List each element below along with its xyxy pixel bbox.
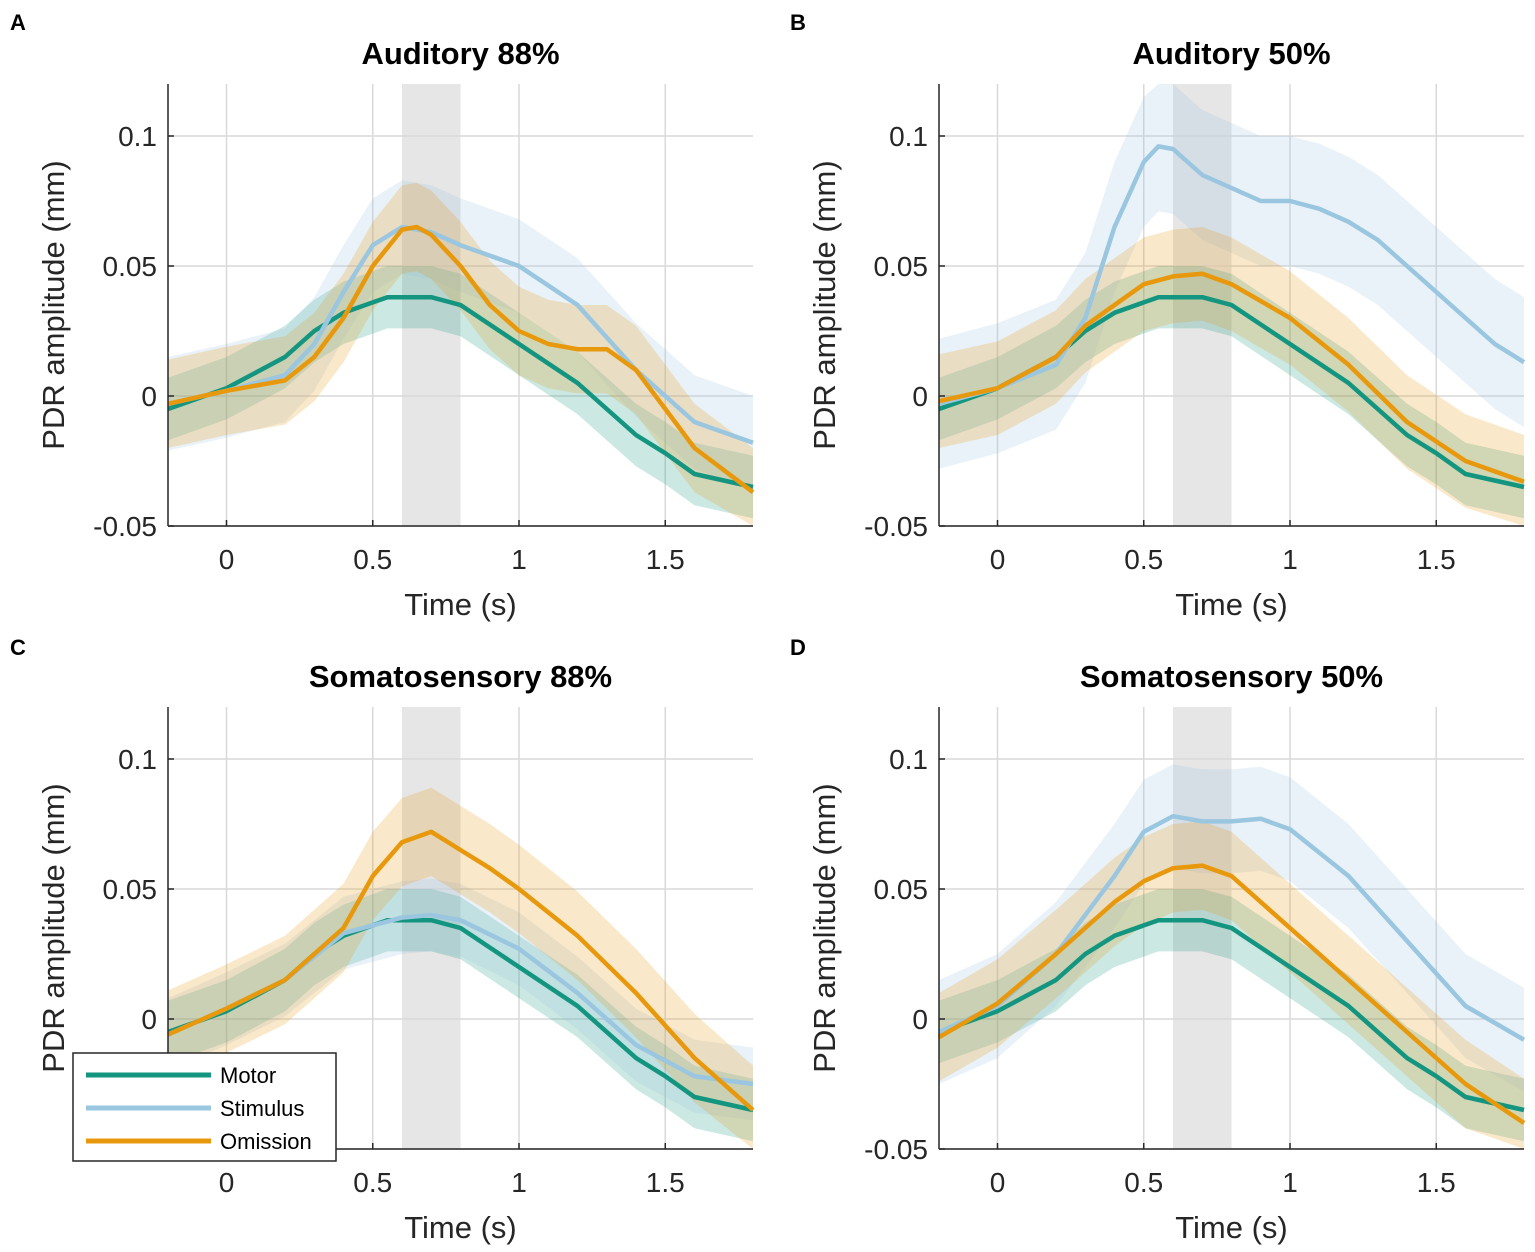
panel-title: Somatosensory 88%: [309, 659, 612, 694]
y-tick-label: 0.1: [889, 744, 928, 775]
y-tick-label: 0: [141, 381, 157, 412]
legend: Motor Stimulus Omission: [72, 1052, 337, 1162]
x-tick-label: 1: [511, 1167, 527, 1198]
panel-B: B Auditory 50% 0 0.5 1 1.5 -0.05 0 0.05 0.1 Time (…: [790, 10, 1526, 622]
panel-letter: D: [790, 635, 806, 660]
panel-letter: C: [10, 635, 26, 660]
series-line-omission: [167, 224, 755, 494]
y-axis-label: PDR amplitude (mm): [36, 783, 71, 1072]
y-axis-label: PDR amplitude (mm): [807, 783, 842, 1072]
y-axis-label: PDR amplitude (mm): [36, 160, 71, 449]
series-line-omission: [937, 863, 1526, 1125]
y-tick-label: 0.05: [874, 874, 929, 905]
x-tick-label: 0: [990, 1167, 1006, 1198]
panel-D: D Somatosensory 50% 0 0.5 1 1.5 -0.05 0 0.05 0.1 T…: [790, 635, 1526, 1245]
series-line-stimulus: [938, 144, 1526, 406]
ci-band-omission: [939, 821, 1524, 1149]
ci-band-stimulus: [168, 180, 753, 490]
x-tick-label: 0: [219, 544, 235, 575]
x-tick-label: 1: [1282, 1167, 1298, 1198]
y-tick-label: 0: [912, 381, 928, 412]
x-tick-label: 1: [511, 544, 527, 575]
series-line-motor: [167, 294, 754, 490]
legend-label-omission: Omission: [220, 1129, 312, 1154]
panel-letter: B: [790, 10, 806, 35]
x-axis-label: Time (s): [404, 587, 517, 622]
x-axis-label: Time (s): [1175, 587, 1288, 622]
series-line-stimulus: [938, 813, 1526, 1042]
y-tick-label: 0.05: [103, 874, 158, 905]
x-tick-label: 0: [219, 1167, 235, 1198]
x-tick-label: 0: [990, 544, 1006, 575]
y-tick-label: 0.05: [103, 251, 158, 282]
y-tick-label: -0.05: [864, 511, 928, 542]
x-tick-label: 0.5: [1124, 1167, 1163, 1198]
y-tick-label: -0.05: [93, 511, 157, 542]
panel-A: A Auditory 88% 0 0.5 1 1.5 -0.05 0 0.05 0.1 Time (…: [10, 10, 755, 622]
x-tick-label: 1.5: [646, 544, 685, 575]
panel-title: Auditory 50%: [1132, 36, 1330, 71]
y-tick-label: 0: [141, 1004, 157, 1035]
legend-label-stimulus: Stimulus: [220, 1096, 304, 1121]
y-axis-label: PDR amplitude (mm): [807, 160, 842, 449]
panel-title: Somatosensory 50%: [1080, 659, 1383, 694]
y-tick-label: 0.1: [889, 121, 928, 152]
ci-band-omission: [939, 227, 1524, 526]
shaded-interval: [402, 707, 461, 1149]
legend-label-motor: Motor: [220, 1063, 276, 1088]
x-tick-label: 0.5: [353, 544, 392, 575]
series-line-stimulus: [167, 224, 754, 445]
y-tick-label: -0.05: [864, 1134, 928, 1165]
y-tick-label: 0.1: [118, 744, 157, 775]
x-axis-label: Time (s): [1175, 1210, 1288, 1245]
series-line-omission: [167, 829, 755, 1112]
ci-band-omission: [168, 787, 753, 1149]
shaded-interval: [402, 84, 461, 526]
shaded-interval: [1173, 707, 1232, 1149]
ci-band-stimulus: [939, 764, 1524, 1092]
y-tick-label: 0: [912, 1004, 928, 1035]
ci-band-stimulus: [168, 878, 753, 1121]
series-line-omission: [938, 271, 1525, 484]
x-tick-label: 1.5: [1417, 1167, 1456, 1198]
x-tick-label: 1.5: [1417, 544, 1456, 575]
y-tick-label: 0.1: [118, 121, 157, 152]
panel-title: Auditory 88%: [361, 36, 559, 71]
x-axis-label: Time (s): [404, 1210, 517, 1245]
x-tick-label: 1.5: [646, 1167, 685, 1198]
x-tick-label: 0.5: [353, 1167, 392, 1198]
x-tick-label: 1: [1282, 544, 1298, 575]
panel-letter: A: [10, 10, 26, 35]
ci-band-stimulus: [939, 84, 1524, 469]
series-line-motor: [938, 917, 1525, 1113]
y-tick-label: 0.05: [874, 251, 929, 282]
x-tick-label: 0.5: [1124, 544, 1163, 575]
